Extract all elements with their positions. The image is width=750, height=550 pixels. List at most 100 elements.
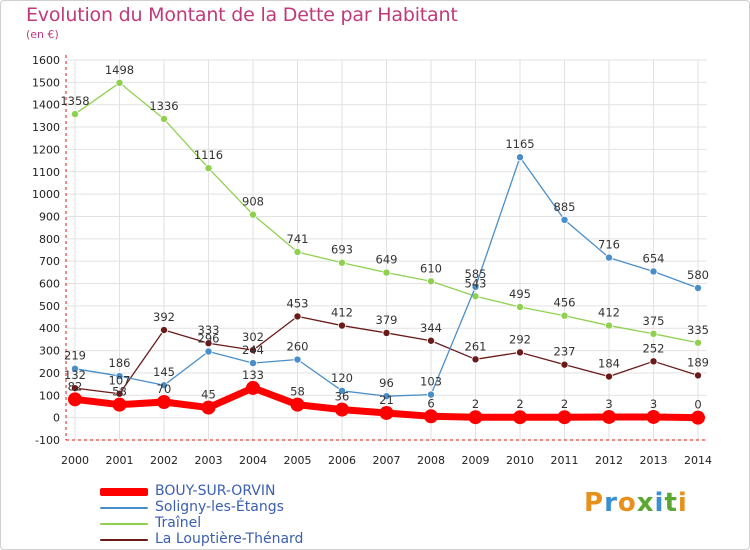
data-label: 96 bbox=[379, 376, 394, 390]
data-point bbox=[382, 268, 391, 277]
data-label: 693 bbox=[331, 243, 353, 257]
y-tick-label: 100 bbox=[39, 389, 60, 402]
data-label: 335 bbox=[687, 323, 709, 337]
data-point bbox=[293, 355, 302, 364]
x-tick-label: 2003 bbox=[195, 454, 223, 467]
data-label: 0 bbox=[694, 398, 701, 412]
data-point bbox=[516, 302, 525, 311]
data-point bbox=[516, 348, 525, 357]
data-point bbox=[605, 321, 614, 330]
data-label: 1116 bbox=[194, 148, 223, 162]
data-label: 344 bbox=[420, 321, 442, 335]
y-tick-label: 1600 bbox=[32, 54, 60, 67]
data-point bbox=[248, 359, 257, 368]
legend-label: Soligny-les-Étangs bbox=[155, 499, 284, 515]
data-label: 495 bbox=[509, 287, 531, 301]
data-label: 379 bbox=[376, 313, 398, 327]
data-point bbox=[337, 258, 346, 267]
data-label: 453 bbox=[287, 296, 309, 310]
data-label: 292 bbox=[509, 332, 531, 346]
data-point bbox=[290, 397, 305, 412]
data-label: 244 bbox=[242, 343, 264, 357]
data-point bbox=[646, 409, 661, 424]
series-0 bbox=[68, 380, 705, 425]
x-tick-label: 2004 bbox=[239, 454, 267, 467]
data-point bbox=[204, 339, 213, 348]
data-point bbox=[157, 395, 171, 409]
data-point bbox=[159, 115, 168, 124]
data-point bbox=[468, 410, 483, 425]
data-point bbox=[605, 253, 614, 262]
data-label: 333 bbox=[198, 323, 220, 337]
data-point bbox=[382, 328, 391, 337]
data-point bbox=[560, 311, 569, 320]
data-label: 21 bbox=[379, 393, 394, 407]
y-tick-label: 400 bbox=[39, 322, 60, 335]
data-label: 716 bbox=[598, 238, 620, 252]
data-label: 580 bbox=[687, 268, 709, 282]
data-label: 36 bbox=[335, 390, 350, 404]
x-tick-label: 2012 bbox=[595, 454, 623, 467]
x-tick-label: 2008 bbox=[417, 454, 445, 467]
data-point bbox=[201, 400, 216, 415]
series-3 bbox=[71, 312, 703, 398]
y-tick-label: 1400 bbox=[32, 99, 60, 112]
data-point bbox=[605, 372, 614, 381]
legend-swatch bbox=[100, 539, 148, 541]
data-point bbox=[602, 409, 616, 424]
data-point bbox=[248, 210, 257, 219]
y-tick-label: 1000 bbox=[32, 188, 60, 201]
data-label: 649 bbox=[376, 253, 398, 267]
data-point bbox=[649, 329, 658, 338]
data-point bbox=[68, 392, 82, 407]
y-tick-label: 1300 bbox=[32, 121, 60, 134]
x-tick-label: 2000 bbox=[61, 454, 89, 467]
x-tick-label: 2006 bbox=[328, 454, 356, 467]
series-2 bbox=[71, 78, 703, 347]
proxiti-logo: Proxiti bbox=[584, 488, 688, 518]
data-label: 133 bbox=[242, 368, 264, 382]
data-label: 3 bbox=[605, 397, 612, 411]
data-label: 885 bbox=[554, 200, 576, 214]
data-label: 375 bbox=[643, 314, 665, 328]
data-label: 260 bbox=[287, 340, 309, 354]
data-label: 237 bbox=[554, 345, 576, 359]
data-point bbox=[115, 372, 124, 381]
series-1 bbox=[71, 153, 703, 401]
x-tick-label: 2010 bbox=[506, 454, 534, 467]
data-point bbox=[424, 409, 438, 424]
legend-swatch bbox=[100, 488, 148, 496]
data-label: 70 bbox=[157, 382, 172, 396]
data-point bbox=[71, 110, 80, 119]
data-label: 1336 bbox=[149, 99, 178, 113]
data-point bbox=[115, 78, 124, 87]
data-label: 302 bbox=[242, 330, 264, 344]
data-label: 103 bbox=[420, 375, 442, 389]
data-label: 58 bbox=[290, 385, 305, 399]
data-label: 45 bbox=[201, 388, 216, 402]
data-point bbox=[115, 389, 124, 398]
x-tick-label: 2005 bbox=[284, 454, 312, 467]
y-tick-label: 500 bbox=[39, 300, 60, 313]
data-point bbox=[471, 282, 480, 291]
data-label: 741 bbox=[287, 232, 309, 246]
data-point bbox=[382, 392, 391, 401]
x-tick-label: 2009 bbox=[462, 454, 490, 467]
data-label: 908 bbox=[242, 195, 264, 209]
data-point bbox=[159, 326, 168, 335]
legend-label: La Louptière-Thénard bbox=[155, 531, 304, 547]
data-label: 261 bbox=[465, 339, 487, 353]
legend-label: Traînel bbox=[155, 515, 202, 531]
data-labels: 82 58 70 45 133 58 36 21 6 2 2 2 3 3 0 219 186 145 296 244 2… bbox=[60, 63, 709, 412]
data-label: 456 bbox=[554, 296, 576, 310]
data-point bbox=[71, 384, 80, 393]
x-tick-label: 2014 bbox=[684, 454, 712, 467]
legend-swatch bbox=[100, 523, 148, 525]
data-point bbox=[694, 371, 703, 380]
data-point bbox=[204, 164, 213, 173]
y-tick-label: 300 bbox=[39, 345, 60, 358]
data-label: 2 bbox=[561, 397, 568, 411]
data-label: 252 bbox=[643, 341, 665, 355]
data-label: 610 bbox=[420, 261, 442, 275]
data-point bbox=[691, 410, 705, 425]
